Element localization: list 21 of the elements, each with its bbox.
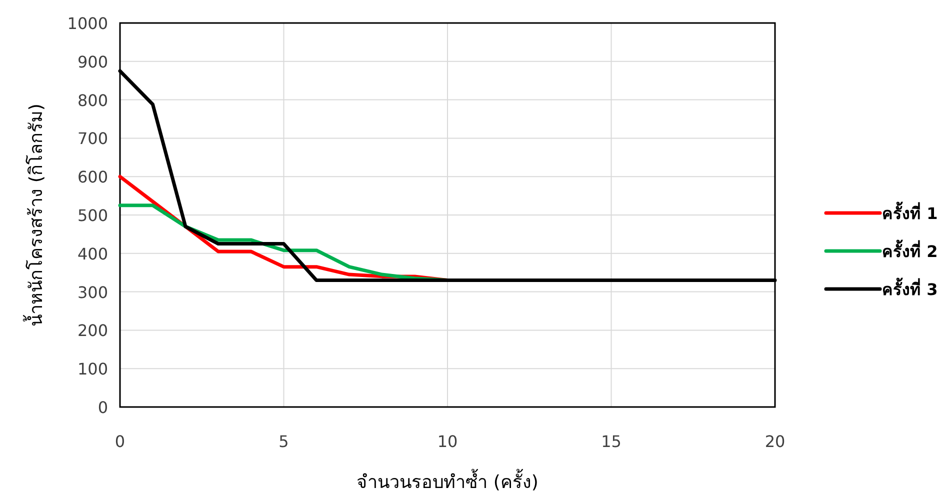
y-tick-label: 500 bbox=[77, 206, 108, 225]
y-tick-label: 300 bbox=[77, 282, 108, 302]
legend-label: ครั้งที่ 3 bbox=[882, 277, 938, 299]
x-tick-label: 10 bbox=[437, 432, 458, 451]
y-tick-label: 800 bbox=[77, 90, 108, 110]
y-tick-label: 1000 bbox=[67, 14, 108, 33]
x-tick-label: 0 bbox=[114, 432, 126, 451]
y-tick-label: 700 bbox=[77, 129, 108, 148]
x-tick-label: 5 bbox=[278, 432, 289, 451]
y-tick-label: 600 bbox=[77, 168, 108, 187]
x-tick-label: 20 bbox=[764, 432, 786, 451]
y-tick-label: 400 bbox=[77, 244, 108, 264]
legend-label: ครั้งที่ 1 bbox=[882, 201, 938, 223]
y-tick-label: 900 bbox=[77, 52, 108, 72]
x-axis-title: จำนวนรอบทำซ้ำ (ครั้ง) bbox=[356, 469, 538, 493]
y-tick-label: 200 bbox=[77, 321, 108, 340]
y-tick-label: 0 bbox=[98, 398, 108, 417]
y-axis-title: น้ำหนักโครงสร้าง (กิโลกรัม) bbox=[23, 104, 47, 326]
legend-label: ครั้งที่ 2 bbox=[882, 239, 938, 261]
y-tick-label: 100 bbox=[77, 360, 108, 379]
x-tick-label: 15 bbox=[601, 432, 622, 451]
